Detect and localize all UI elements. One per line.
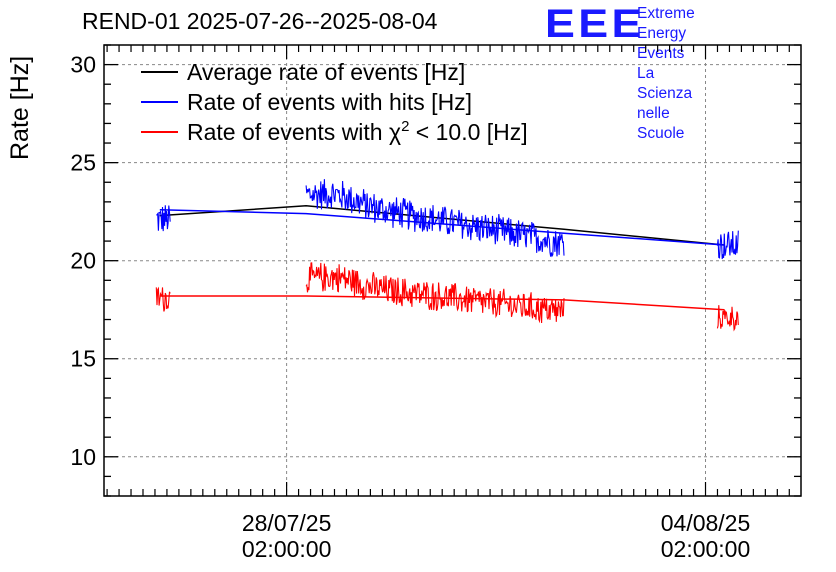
- series-noise-1: [156, 205, 171, 232]
- y-tick-label: 30: [70, 52, 96, 78]
- y-tick-label: 20: [70, 248, 96, 274]
- logo-mark: EEE: [545, 2, 645, 46]
- logo-line-2: La Scienza nelle Scuole: [637, 65, 693, 142]
- series-noise-2: [155, 286, 171, 312]
- y-tick-label: 15: [70, 346, 96, 372]
- series-line-average: [159, 205, 725, 246]
- legend-label: Rate of events with χ2 < 10.0 [Hz]: [187, 118, 528, 145]
- series-layer: [155, 179, 739, 332]
- grid-layer: [104, 45, 801, 496]
- chart-title: REND-01 2025-07-26--2025-08-04: [82, 8, 438, 34]
- x-tick-label-date: 04/08/25: [661, 510, 751, 536]
- logo-text: Extreme Energy Events La Scienza nelle S…: [637, 4, 695, 144]
- x-tick-label-time: 02:00:00: [661, 536, 751, 562]
- logo-line-1: Extreme Energy Events: [637, 5, 695, 62]
- x-tick-label-date: 28/07/25: [242, 510, 332, 536]
- y-tick-label: 10: [70, 444, 96, 470]
- series-noise-2: [716, 305, 739, 332]
- x-tick-label-time: 02:00:00: [242, 536, 332, 562]
- axes-layer: 101520253028/07/2502:00:0004/08/2502:00:…: [70, 44, 802, 562]
- series-noise-1: [716, 230, 739, 260]
- plot-frame: [103, 44, 802, 497]
- series-noise-1: [305, 179, 565, 258]
- legend-label: Rate of events with hits [Hz]: [187, 89, 472, 115]
- legend: Average rate of events [Hz] Rate of event…: [141, 59, 528, 145]
- legend-label: Average rate of events [Hz]: [187, 59, 465, 85]
- y-tick-label: 25: [70, 150, 96, 176]
- series-noise-2: [305, 262, 565, 324]
